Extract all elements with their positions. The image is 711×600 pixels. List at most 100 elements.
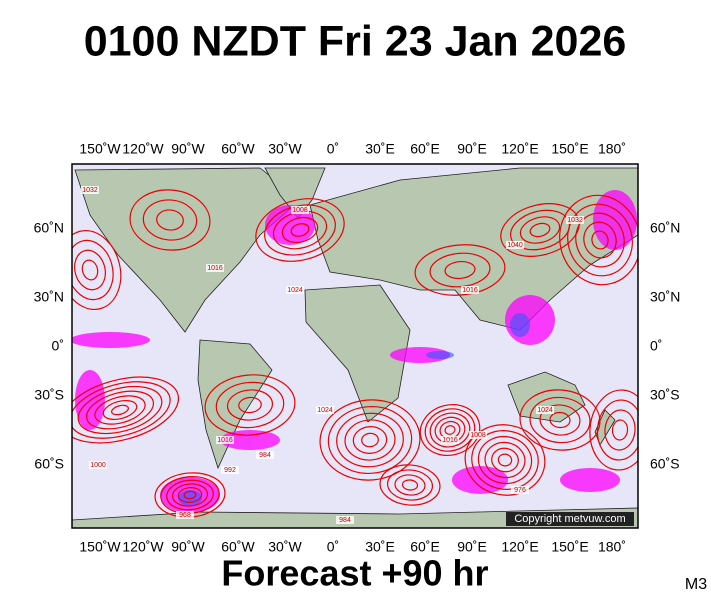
isobar	[290, 223, 310, 237]
isobars	[72, 189, 638, 518]
map: 1032 1008 1024 1016 1040 1032 1016 1024 1016 1000…	[72, 164, 638, 528]
lon-label-top: 30˚W	[268, 141, 302, 157]
isobar	[74, 249, 106, 291]
isobar	[226, 389, 274, 421]
isobar	[156, 209, 184, 231]
isobar	[414, 244, 506, 296]
isobar	[497, 453, 513, 467]
isobar-label: 1016	[442, 437, 458, 444]
isobar-label-bg	[511, 486, 529, 494]
isobar	[361, 432, 379, 448]
isobar-label-bg	[176, 511, 194, 519]
isobar	[255, 198, 345, 262]
lon-label-top: 90˚W	[171, 141, 205, 157]
isobar	[444, 260, 476, 280]
isobar	[519, 216, 561, 244]
isobar	[471, 430, 539, 490]
isobar	[177, 487, 203, 503]
isobar-label: 1040	[507, 242, 523, 249]
lat-label-left: 0˚	[52, 338, 64, 354]
isobar-label: 1024	[287, 287, 303, 294]
isobar	[583, 221, 617, 259]
isobar	[72, 376, 180, 444]
lat-label-right: 60˚N	[650, 220, 680, 236]
model: M3	[685, 576, 707, 593]
lat-label-left: 60˚N	[34, 220, 64, 236]
isobar	[484, 441, 526, 479]
isobar	[419, 404, 481, 456]
isobar	[72, 381, 171, 439]
isobar-label: 1024	[317, 407, 333, 414]
isobar	[379, 464, 441, 506]
isobar	[352, 426, 388, 454]
isobar-label-bg	[461, 286, 479, 294]
isobar	[424, 408, 476, 452]
isobar	[166, 479, 214, 511]
isobar	[204, 374, 296, 436]
isobar-label-bg	[81, 186, 99, 194]
lon-label-bottom: 150˚E	[551, 539, 588, 555]
lon-label-top: 180˚	[598, 141, 626, 157]
isobar-label-bg	[566, 216, 584, 224]
map-frame	[71, 163, 639, 529]
isobar	[575, 212, 625, 268]
isobar	[444, 425, 456, 435]
isobar-label: 1016	[217, 437, 233, 444]
isobar-label: 984	[339, 517, 351, 524]
isobar-label: 976	[514, 487, 526, 494]
isobar-label-bg	[291, 206, 309, 214]
lon-label-bottom: 0˚	[327, 539, 339, 555]
isobar	[611, 419, 629, 441]
isobar	[394, 474, 426, 496]
isobar-label-bg	[206, 264, 224, 272]
lon-label-top: 60˚W	[221, 141, 255, 157]
lon-label-bottom: 60˚W	[221, 539, 255, 555]
isobar	[102, 400, 138, 420]
isobar	[589, 389, 638, 471]
lon-label-bottom: 120˚W	[122, 539, 164, 555]
lon-label-bottom: 90˚E	[457, 539, 487, 555]
lon-label-bottom: 30˚E	[365, 539, 395, 555]
lon-label-top: 60˚E	[410, 141, 440, 157]
isobar-label: 984	[259, 452, 271, 459]
lon-label-top: 90˚E	[457, 141, 487, 157]
isobar	[72, 229, 122, 311]
isobar-label-bg	[286, 286, 304, 294]
isobar-label-bg	[89, 461, 107, 469]
isobar	[129, 189, 211, 251]
isobar	[429, 412, 471, 448]
lon-label-bottom: 30˚W	[268, 539, 302, 555]
isobar-label-bg	[316, 406, 334, 414]
land	[72, 167, 638, 528]
isobar	[94, 395, 146, 425]
lat-label-left: 60˚S	[34, 456, 64, 472]
isobar-label-bg	[216, 436, 234, 444]
isobar	[596, 399, 638, 461]
isobar	[464, 424, 546, 496]
isobar	[281, 216, 319, 244]
lon-label-bottom: 90˚W	[171, 539, 205, 555]
isobar	[401, 479, 419, 491]
lat-label-left: 30˚N	[34, 289, 64, 305]
isobar-label: 1000	[90, 462, 106, 469]
lon-label-top: 150˚W	[79, 141, 121, 157]
isobar-label: 1016	[462, 287, 478, 294]
isobar	[81, 259, 99, 281]
lon-label-top: 120˚E	[501, 141, 538, 157]
isobar	[477, 435, 533, 485]
lat-label-right: 30˚N	[650, 289, 680, 305]
isobar-label-bg	[441, 436, 459, 444]
isobar-label: 1024	[537, 407, 553, 414]
lon-label-top: 120˚W	[122, 141, 164, 157]
lon-label-top: 30˚E	[365, 141, 395, 157]
isobar-label: 1016	[207, 265, 223, 272]
isobar	[591, 230, 609, 250]
isobar	[519, 389, 601, 451]
isobar	[529, 396, 591, 444]
lon-label-bottom: 60˚E	[410, 539, 440, 555]
isobar	[72, 239, 114, 301]
isobar	[567, 203, 633, 277]
isobar	[549, 411, 571, 429]
isobar	[604, 409, 636, 451]
